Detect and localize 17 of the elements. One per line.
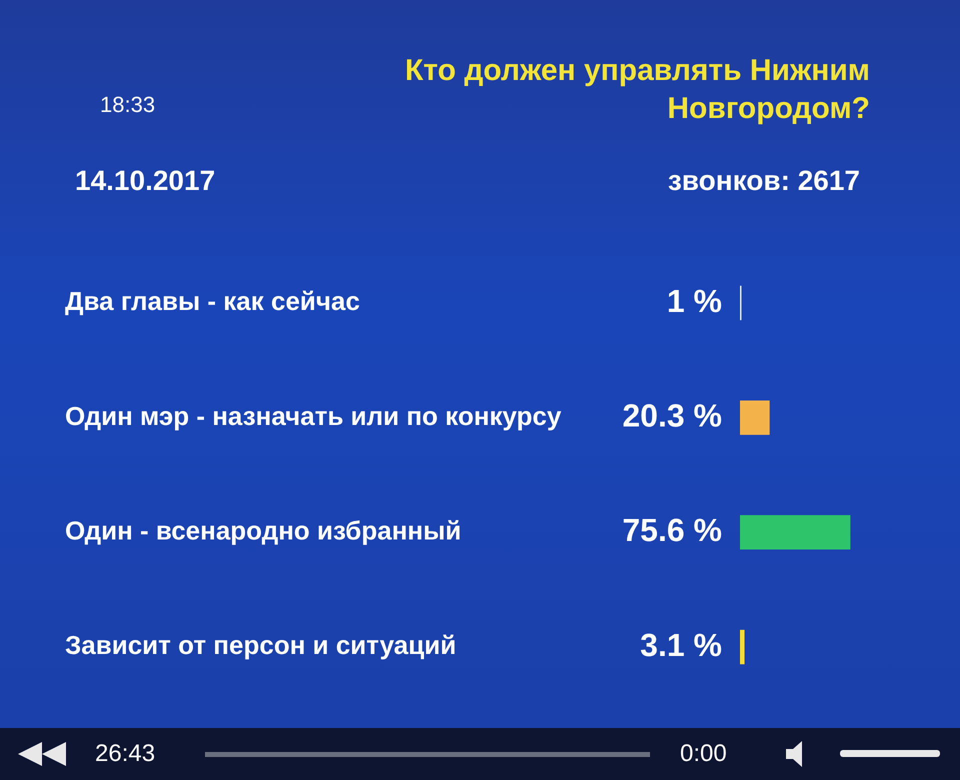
y-tick-label: Зависит от персон и ситуаций [65,630,456,660]
text: 14.10.2017 [75,165,216,197]
text: звонков: 2617 [668,165,860,197]
bar [740,400,770,435]
data-label: 1 % [666,282,722,319]
y-tick-label: Один - всенародно избранный [65,516,462,546]
bar [740,630,745,664]
text: 18:33 [100,92,156,118]
data-label: 75.6 % [622,512,722,548]
chart-title: Кто должен управлять Нижним Новгородом? [404,53,870,127]
data-label: 3.1 % [640,626,722,663]
bar [740,515,850,550]
text: 0:00 [680,740,727,768]
y-tick-label: Два главы - как сейчас [65,286,360,316]
data-label: 20.3 % [622,397,722,434]
text: 26:43 [95,740,156,768]
y-tick-label: Один мэр - назначать или по конкурсу [65,400,562,431]
